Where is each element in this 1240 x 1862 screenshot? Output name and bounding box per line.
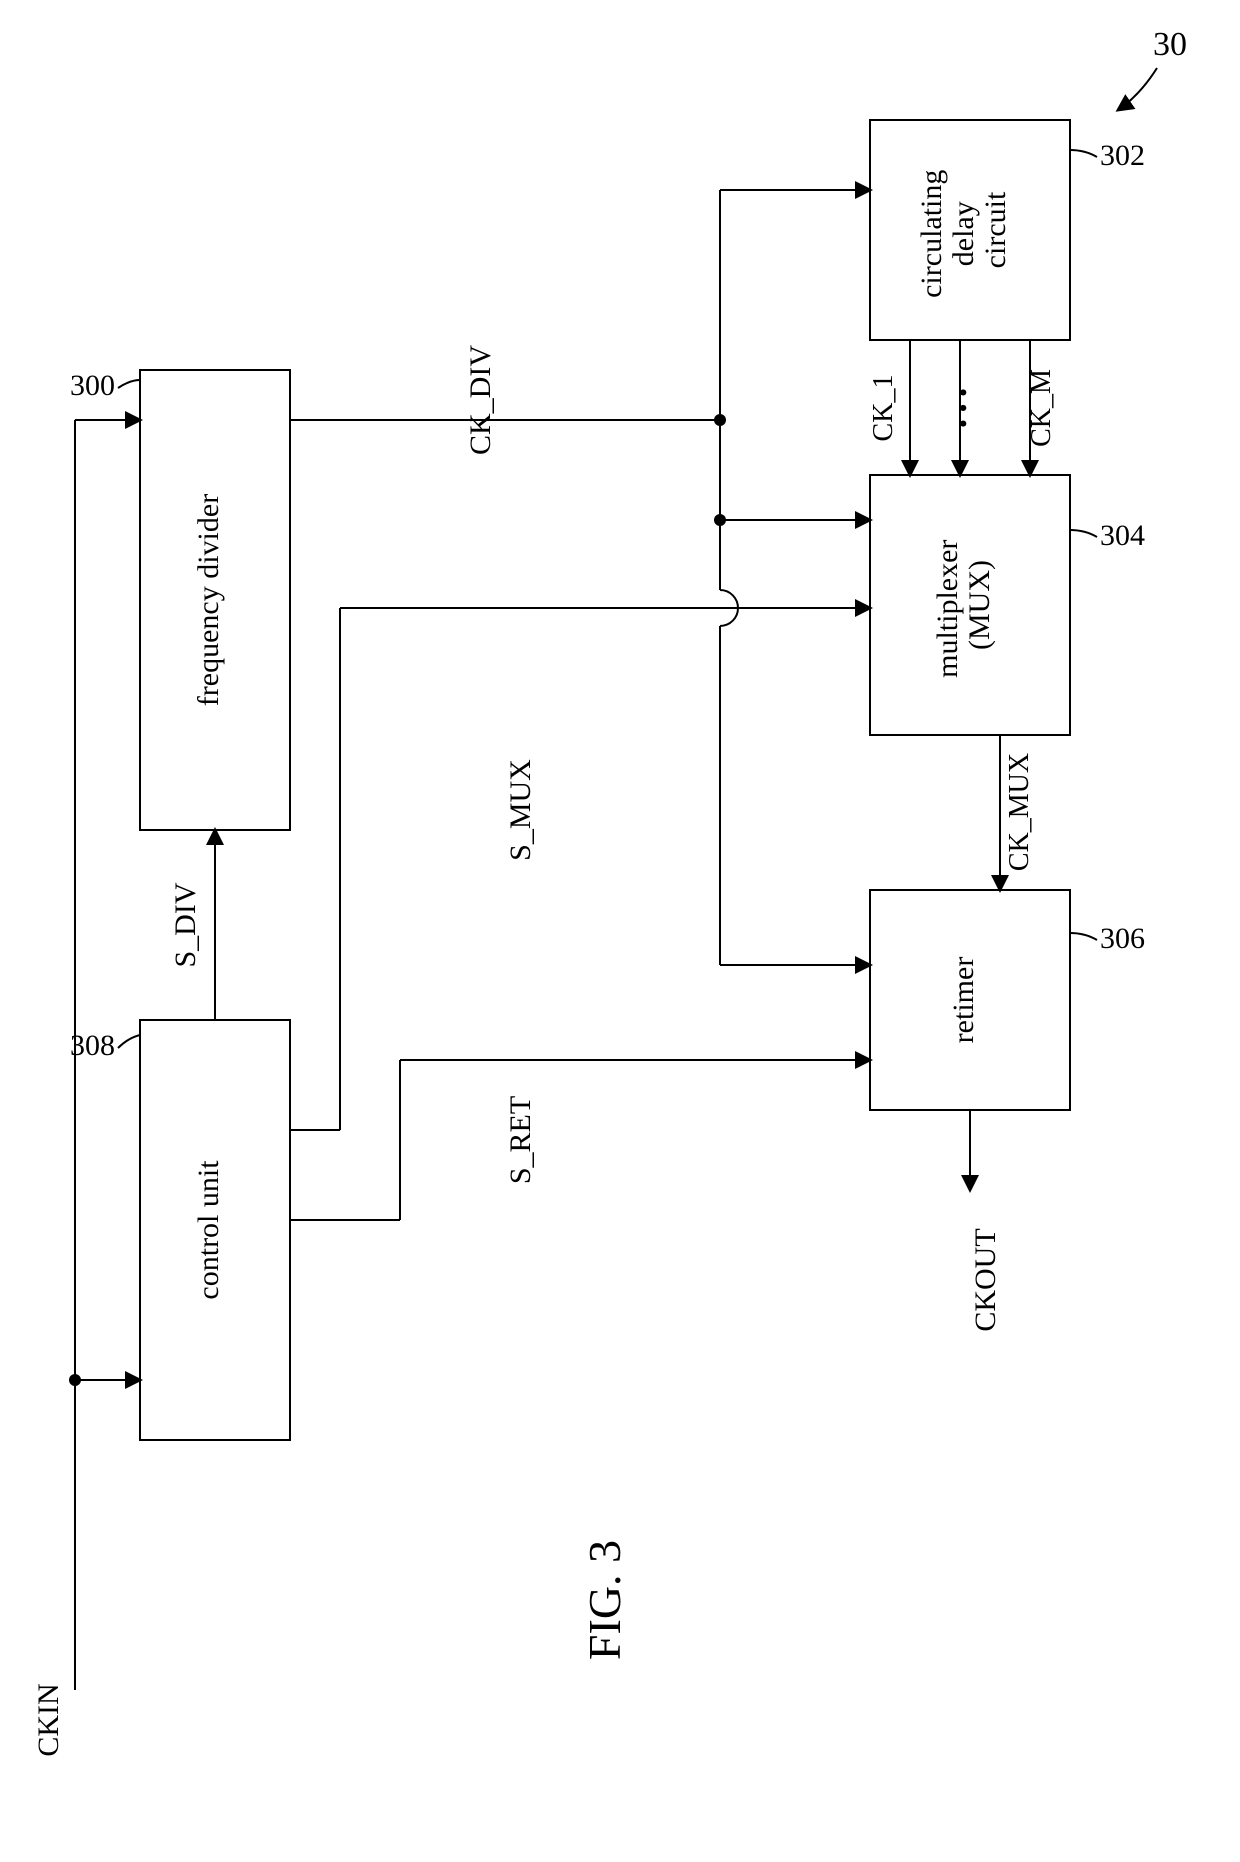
label-s-mux: S_MUX bbox=[504, 759, 537, 861]
signal-s-mux: S_MUX bbox=[290, 608, 870, 1130]
ref-main-arrow bbox=[1118, 68, 1157, 110]
label-ck-m: CK_M bbox=[1026, 369, 1057, 447]
label-s-ret: S_RET bbox=[504, 1096, 537, 1184]
signal-ck-mux: CK_MUX bbox=[1000, 735, 1035, 890]
signal-ckin: CKIN bbox=[32, 420, 140, 1757]
ref-main: 30 bbox=[1153, 26, 1187, 63]
signal-ckout: CKOUT bbox=[969, 1110, 1002, 1332]
ref-300: 300 bbox=[70, 369, 115, 402]
signal-s-ret: S_RET bbox=[290, 1060, 870, 1220]
block-control-unit: control unit 308 bbox=[70, 1020, 290, 1440]
label-ck-div: CK_DIV bbox=[464, 345, 497, 455]
svg-text:frequency divider: frequency divider bbox=[192, 494, 225, 706]
signal-s-div: S_DIV bbox=[169, 830, 215, 1020]
svg-text:retimer: retimer bbox=[947, 957, 980, 1044]
block-diagram: 30 frequency divider 300 circulating del… bbox=[0, 0, 1240, 1862]
signal-ck-dots: • • • bbox=[949, 340, 978, 475]
ref-308: 308 bbox=[70, 1029, 115, 1062]
ref-306: 306 bbox=[1100, 922, 1145, 955]
label-ck-1: CK_1 bbox=[868, 375, 899, 442]
label-ck-dots: • • • bbox=[949, 388, 978, 428]
svg-text:control unit: control unit bbox=[192, 1160, 225, 1300]
label-s-div: S_DIV bbox=[169, 882, 202, 967]
ref-304: 304 bbox=[1100, 519, 1145, 552]
signal-ck-1: CK_1 bbox=[868, 340, 910, 475]
label-ckout: CKOUT bbox=[969, 1228, 1002, 1331]
block-multiplexer: multiplexer (MUX) 304 bbox=[870, 475, 1145, 735]
ref-302: 302 bbox=[1100, 139, 1145, 172]
figure-caption: FIG. 3 bbox=[579, 1540, 630, 1660]
signal-ck-div: CK_DIV bbox=[290, 190, 870, 965]
signal-ck-m: CK_M bbox=[1026, 340, 1057, 475]
label-ck-mux: CK_MUX bbox=[1004, 753, 1035, 871]
label-ckin: CKIN bbox=[32, 1683, 65, 1756]
block-retimer: retimer 306 bbox=[870, 890, 1145, 1110]
block-frequency-divider: frequency divider 300 bbox=[70, 369, 290, 830]
block-circulating-delay: circulating delay circuit 302 bbox=[870, 120, 1145, 340]
